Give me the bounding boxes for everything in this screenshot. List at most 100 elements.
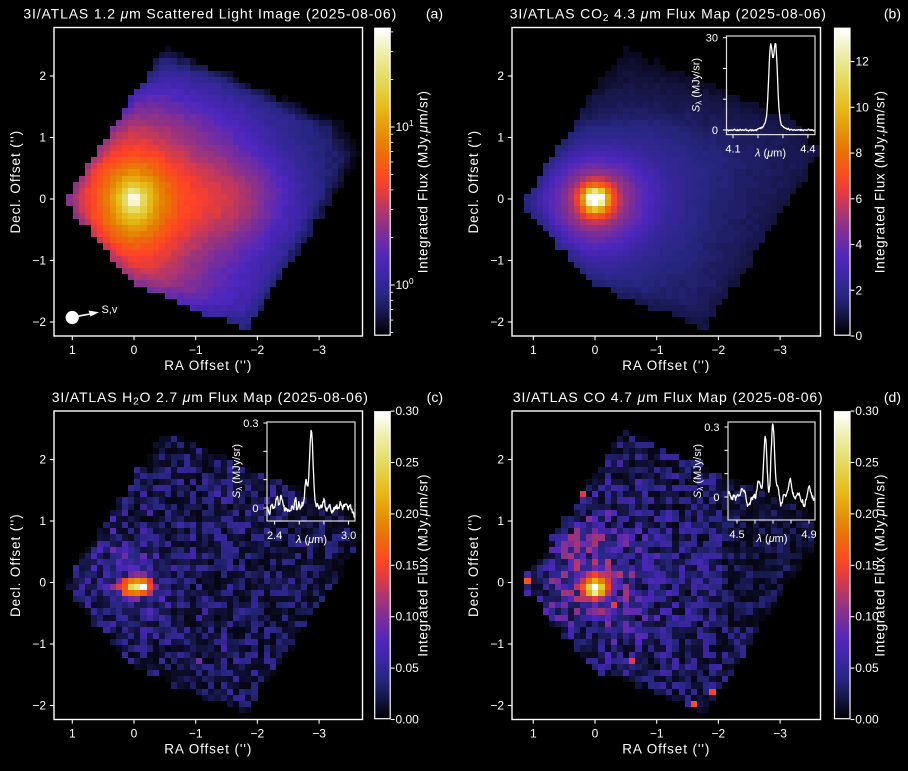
svg-text:0.10: 0.10 [396,610,420,624]
svg-text:RA Offset (''): RA Offset ('') [164,742,252,757]
svg-text:−2: −2 [251,727,265,741]
svg-text:Sλ (MJy/sr): Sλ (MJy/sr) [231,444,244,498]
svg-text:(b): (b) [884,6,901,22]
svg-text:0.00: 0.00 [396,713,420,727]
svg-text:0: 0 [712,125,718,137]
svg-text:2: 2 [39,69,46,83]
svg-text:1: 1 [530,727,537,741]
svg-text:0.05: 0.05 [855,661,879,675]
svg-text:1: 1 [497,131,504,145]
svg-text:Sλ (MJy/sr): Sλ (MJy/sr) [692,444,705,498]
svg-text:−2: −2 [32,315,46,329]
svg-text:0: 0 [497,576,504,590]
svg-text:0: 0 [713,492,719,504]
svg-text:−3: −3 [312,343,326,357]
svg-text:Integrated Flux (MJy.μm/sr): Integrated Flux (MJy.μm/sr) [416,90,431,273]
svg-text:4.5: 4.5 [729,529,744,541]
svg-text:0.15: 0.15 [855,558,879,572]
svg-text:0: 0 [131,727,138,741]
svg-text:0: 0 [39,576,46,590]
svg-text:−1: −1 [32,254,46,268]
svg-text:(c): (c) [427,389,443,405]
svg-text:4.4: 4.4 [800,144,815,156]
svg-text:λ (μm): λ (μm) [295,534,327,546]
svg-text:−1: −1 [490,254,504,268]
svg-text:Decl. Offset (''): Decl. Offset ('') [466,130,481,233]
svg-text:1: 1 [39,514,46,528]
svg-text:Decl. Offset (''): Decl. Offset ('') [8,130,23,233]
svg-text:30: 30 [706,33,718,45]
svg-text:3I/ATLAS CO2 4.3 μm Flux Map (: 3I/ATLAS CO2 4.3 μm Flux Map (2025-08-06… [510,6,827,25]
svg-text:4: 4 [856,238,863,252]
svg-text:−1: −1 [650,343,664,357]
svg-text:(a): (a) [426,6,443,22]
svg-text:λ (μm): λ (μm) [755,533,787,545]
svg-text:Sλ (MJy/sr): Sλ (MJy/sr) [691,58,704,112]
svg-text:12: 12 [856,55,870,69]
svg-text:0.25: 0.25 [396,456,420,470]
svg-text:3I/ATLAS H2O 2.7 μm Flux Map (: 3I/ATLAS H2O 2.7 μm Flux Map (2025-08-06… [52,389,369,408]
svg-text:−1: −1 [650,727,664,741]
svg-text:3.0: 3.0 [341,530,356,542]
svg-text:1: 1 [39,131,46,145]
svg-text:−1: −1 [189,343,203,357]
svg-text:0: 0 [131,343,138,357]
svg-text:−3: −3 [773,343,787,357]
svg-text:2: 2 [39,453,46,467]
svg-text:0.20: 0.20 [855,507,879,521]
svg-text:0.00: 0.00 [855,713,879,727]
svg-text:2: 2 [497,69,504,83]
svg-text:0: 0 [592,343,599,357]
svg-text:0: 0 [252,503,258,515]
svg-text:1: 1 [530,343,537,357]
svg-text:−3: −3 [773,727,787,741]
svg-text:1: 1 [497,514,504,528]
svg-text:−1: −1 [189,727,203,741]
svg-text:−3: −3 [312,727,326,741]
svg-text:0: 0 [497,192,504,206]
svg-text:−1: −1 [490,637,504,651]
svg-text:4.1: 4.1 [725,144,740,156]
svg-text:3I/ATLAS 1.2 μm Scattered Ligh: 3I/ATLAS 1.2 μm Scattered Light Image (2… [23,6,397,22]
svg-text:8: 8 [856,146,863,160]
svg-text:0: 0 [592,727,599,741]
svg-text:0.3: 0.3 [243,418,258,430]
svg-text:RA Offset (''): RA Offset ('') [164,358,252,373]
svg-text:0.25: 0.25 [855,456,879,470]
svg-text:2: 2 [497,453,504,467]
svg-text:0.30: 0.30 [855,404,879,418]
svg-text:−2: −2 [490,699,504,713]
svg-text:−2: −2 [712,343,726,357]
svg-text:0: 0 [39,192,46,206]
svg-text:1: 1 [69,343,76,357]
svg-text:0.20: 0.20 [396,507,420,521]
svg-text:RA Offset (''): RA Offset ('') [622,358,710,373]
svg-text:Decl. Offset (''): Decl. Offset ('') [466,514,481,617]
svg-text:(d): (d) [884,389,901,405]
svg-text:λ (μm): λ (μm) [754,148,786,160]
svg-text:2: 2 [856,283,863,297]
svg-text:0: 0 [856,329,863,343]
svg-text:Integrated Flux (MJy.μm/sr): Integrated Flux (MJy.μm/sr) [873,474,888,657]
svg-text:Integrated Flux (MJy.μm/sr): Integrated Flux (MJy.μm/sr) [416,474,431,657]
svg-text:1: 1 [69,727,76,741]
svg-text:−2: −2 [712,727,726,741]
svg-text:Decl. Offset (''): Decl. Offset ('') [8,514,23,617]
svg-text:RA Offset (''): RA Offset ('') [622,742,710,757]
svg-text:0.3: 0.3 [704,422,719,434]
svg-text:10: 10 [856,100,870,114]
svg-text:0.30: 0.30 [396,404,420,418]
svg-text:−2: −2 [32,699,46,713]
svg-text:Integrated Flux (MJy.μm/sr): Integrated Flux (MJy.μm/sr) [873,90,888,273]
svg-text:2.4: 2.4 [267,530,282,542]
svg-text:3I/ATLAS CO 4.7 μm Flux Map (2: 3I/ATLAS CO 4.7 μm Flux Map (2025-08-06) [513,389,824,405]
svg-text:−2: −2 [490,315,504,329]
svg-text:6: 6 [856,192,863,206]
svg-text:0.05: 0.05 [396,661,420,675]
svg-text:−2: −2 [251,343,265,357]
svg-text:S,v: S,v [102,304,118,316]
svg-text:−1: −1 [32,637,46,651]
svg-text:4.9: 4.9 [801,529,816,541]
svg-text:0.10: 0.10 [855,610,879,624]
svg-text:0.15: 0.15 [396,558,420,572]
